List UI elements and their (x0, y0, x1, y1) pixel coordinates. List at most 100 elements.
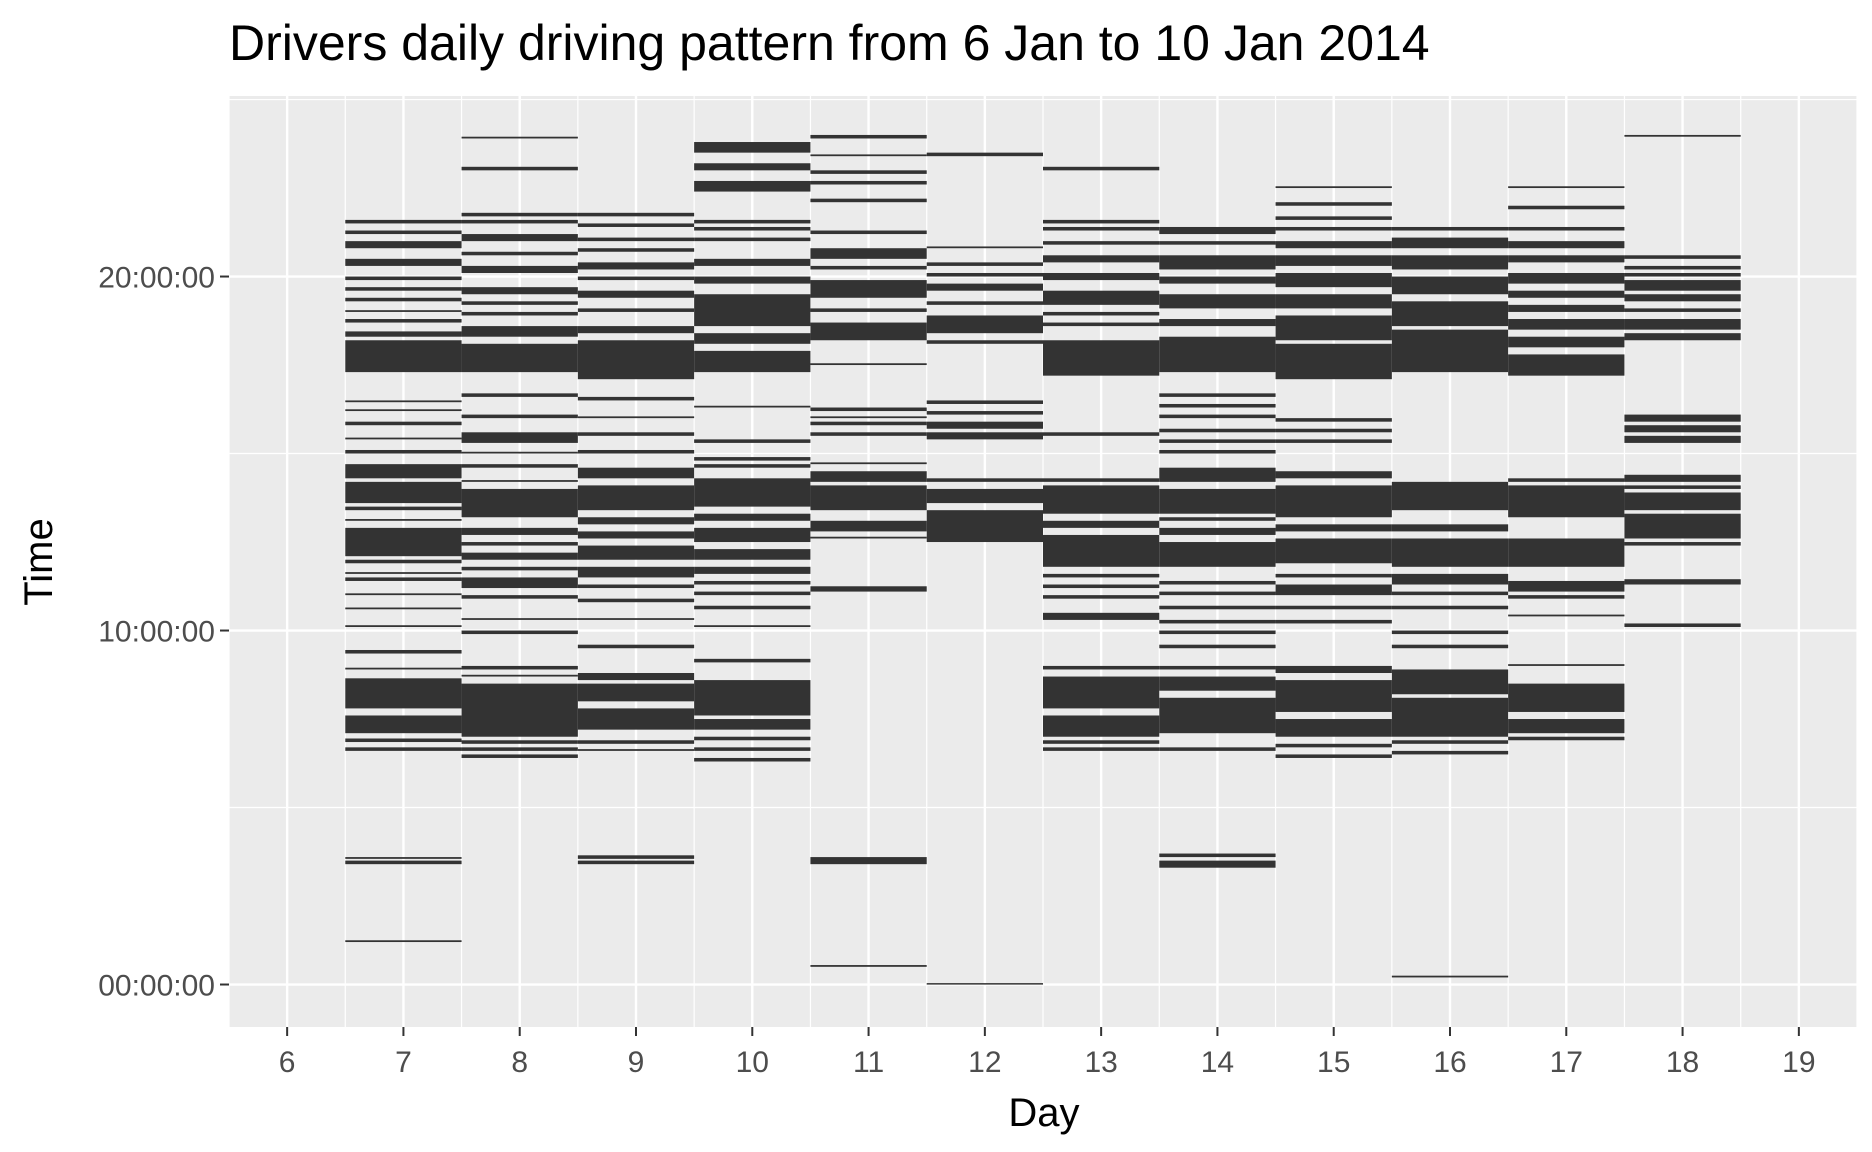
driving-band (694, 439, 811, 443)
driving-band (694, 464, 811, 468)
driving-band (345, 409, 462, 412)
driving-band (1391, 750, 1509, 755)
driving-band (1159, 747, 1276, 751)
driving-band (1391, 538, 1509, 567)
driving-band (1391, 669, 1509, 695)
driving-band (461, 136, 578, 139)
driving-band (1508, 580, 1625, 592)
driving-band (1275, 255, 1392, 266)
driving-band (1043, 322, 1160, 327)
y-tick-label: 20:00:00 (98, 262, 215, 295)
driving-band (1159, 630, 1276, 635)
driving-band (345, 519, 462, 521)
driving-band (694, 757, 811, 762)
driving-band (345, 340, 462, 373)
driving-band (461, 414, 578, 419)
driving-band (345, 331, 462, 337)
driving-band (345, 506, 462, 511)
driving-band (1508, 319, 1625, 330)
driving-band (1275, 584, 1392, 596)
x-tick-label: 17 (1550, 1046, 1583, 1079)
driving-band (926, 315, 1043, 334)
driving-band (1391, 630, 1509, 635)
driving-band (1508, 272, 1625, 284)
driving-band (1159, 276, 1276, 284)
driving-band (345, 464, 462, 479)
driving-band (1275, 605, 1392, 610)
driving-band (1624, 280, 1741, 291)
driving-band (926, 262, 1043, 266)
driving-band (694, 625, 811, 627)
driving-band (345, 421, 462, 426)
driving-band (577, 237, 695, 242)
driving-band (1159, 665, 1276, 670)
driving-band (810, 170, 927, 174)
driving-band (1159, 414, 1276, 419)
driving-band (1391, 697, 1509, 737)
driving-band (461, 754, 578, 758)
driving-band (1508, 354, 1625, 376)
driving-band (694, 219, 811, 224)
driving-band (926, 283, 1043, 291)
driving-band (345, 860, 462, 865)
driving-band (577, 223, 695, 227)
driving-band (345, 940, 462, 943)
driving-band (1043, 478, 1160, 482)
driving-band (694, 258, 811, 266)
driving-band (1275, 665, 1392, 674)
driving-band (1159, 580, 1276, 585)
driving-band (694, 180, 811, 192)
driving-band (1624, 513, 1741, 539)
driving-band (810, 265, 927, 270)
driving-band (926, 411, 1043, 415)
driving-band (461, 488, 578, 518)
driving-band (577, 531, 695, 539)
driving-band (577, 708, 695, 730)
driving-band (694, 405, 811, 408)
driving-band (345, 437, 462, 440)
driving-band (345, 310, 462, 312)
driving-band (461, 566, 578, 571)
y-tick-label: 00:00:00 (98, 970, 215, 1003)
driving-band (1391, 524, 1509, 532)
driving-band (345, 258, 462, 266)
driving-band (694, 591, 811, 596)
driving-band (694, 566, 811, 574)
driving-band (461, 747, 578, 751)
driving-band (1391, 740, 1509, 744)
driving-band (810, 198, 927, 203)
driving-band (926, 510, 1043, 543)
driving-band (577, 467, 695, 479)
driving-band (810, 134, 927, 139)
driving-band (577, 673, 695, 681)
driving-band (1275, 680, 1392, 712)
driving-band (694, 333, 811, 344)
driving-bands (345, 134, 1741, 985)
driving-band (577, 618, 695, 620)
driving-band (577, 326, 695, 334)
x-tick-label: 8 (511, 1046, 528, 1079)
driving-band (1043, 485, 1160, 514)
driving-band (1043, 747, 1160, 751)
driving-band (1275, 343, 1392, 380)
driving-band (345, 219, 462, 224)
driving-band (461, 234, 578, 242)
driving-band (926, 152, 1043, 157)
driving-band (1391, 301, 1509, 327)
driving-band (810, 471, 927, 482)
driving-band (1043, 534, 1160, 567)
driving-band (694, 549, 811, 560)
driving-band (345, 449, 462, 454)
driving-band (694, 527, 811, 543)
driving-band (1391, 591, 1509, 596)
driving-band (345, 400, 462, 403)
driving-band (461, 683, 578, 737)
driving-band (1159, 517, 1276, 521)
driving-band (577, 584, 695, 589)
driving-band (461, 301, 578, 305)
driving-band (1159, 393, 1276, 397)
driving-band (461, 219, 578, 224)
driving-band (1043, 715, 1160, 737)
driving-band (461, 674, 578, 677)
driving-band (1508, 255, 1625, 263)
